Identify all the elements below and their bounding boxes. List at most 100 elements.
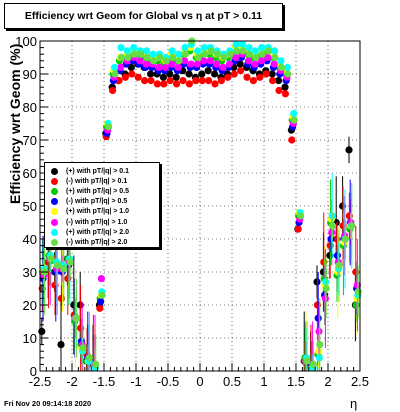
data-point bbox=[193, 60, 201, 68]
data-point bbox=[130, 50, 138, 58]
data-point bbox=[198, 70, 206, 78]
data-point bbox=[169, 53, 177, 62]
x-tick-label: 2.5 bbox=[351, 374, 369, 389]
data-point bbox=[200, 44, 208, 52]
data-point bbox=[162, 57, 170, 65]
data-point bbox=[181, 57, 189, 65]
data-point bbox=[137, 50, 145, 58]
data-point bbox=[341, 235, 349, 243]
data-point bbox=[220, 53, 228, 62]
legend-marker bbox=[51, 198, 58, 206]
data-point bbox=[98, 291, 106, 299]
data-point bbox=[175, 57, 183, 65]
legend-entry: (+) with pT/|q| > 2.0 bbox=[49, 227, 159, 237]
data-point bbox=[226, 50, 234, 58]
data-point bbox=[270, 60, 278, 68]
data-point bbox=[179, 77, 187, 85]
data-point bbox=[314, 314, 322, 322]
data-point bbox=[294, 225, 302, 233]
data-point bbox=[239, 47, 247, 55]
legend-marker bbox=[51, 208, 58, 216]
y-tick-label: 50 bbox=[23, 199, 37, 214]
data-point bbox=[96, 304, 104, 312]
data-point bbox=[142, 60, 150, 68]
data-point bbox=[97, 275, 105, 283]
data-point bbox=[192, 77, 200, 85]
data-point bbox=[316, 341, 324, 349]
tick-labels: -2.5 -2 -1.5 -1 -0.5 0 0.5 1 1.5 2 2.5 0 10 20 30 40 50 6… bbox=[15, 34, 369, 389]
data-point bbox=[224, 73, 232, 81]
data-point bbox=[168, 47, 176, 55]
legend-label: (+) with pT/|q| > 0.1 bbox=[66, 167, 130, 175]
data-point bbox=[251, 47, 259, 55]
data-point bbox=[143, 47, 151, 55]
data-point bbox=[211, 70, 219, 78]
data-point bbox=[252, 53, 260, 62]
data-point bbox=[175, 50, 183, 58]
data-point bbox=[111, 63, 119, 71]
legend-marker bbox=[51, 187, 58, 195]
y-tick-label: 40 bbox=[23, 232, 37, 247]
data-point bbox=[161, 63, 169, 71]
x-tick-label: -2.5 bbox=[29, 374, 51, 389]
data-point bbox=[245, 50, 253, 58]
data-point bbox=[277, 63, 285, 71]
data-point bbox=[187, 60, 195, 68]
data-point bbox=[303, 357, 311, 365]
data-point bbox=[258, 50, 266, 58]
x-tick-label: -1.5 bbox=[93, 374, 115, 389]
data-point bbox=[155, 63, 163, 71]
data-point bbox=[117, 44, 125, 52]
x-axis-label: η bbox=[350, 396, 358, 411]
y-tick-label: 10 bbox=[23, 331, 37, 346]
data-point bbox=[166, 70, 174, 78]
legend-marker bbox=[51, 177, 58, 185]
data-point bbox=[141, 77, 149, 85]
data-point bbox=[213, 60, 221, 68]
data-point bbox=[219, 63, 227, 71]
x-tick-label: 0 bbox=[196, 374, 203, 389]
legend-entry: (-) with pT/|q| > 2.0 bbox=[49, 237, 159, 247]
data-point bbox=[264, 53, 272, 62]
data-point bbox=[206, 57, 214, 65]
data-point bbox=[333, 235, 341, 243]
y-tick-label: 70 bbox=[23, 133, 37, 148]
data-point bbox=[172, 73, 180, 81]
x-tick-label: -0.5 bbox=[157, 374, 179, 389]
data-point bbox=[149, 50, 157, 58]
data-point bbox=[73, 314, 81, 322]
x-tick-label: 1.5 bbox=[287, 374, 305, 389]
data-point bbox=[283, 63, 291, 71]
data-point bbox=[128, 70, 136, 78]
data-point bbox=[309, 360, 317, 368]
legend-marker bbox=[51, 218, 58, 226]
data-point bbox=[290, 110, 298, 118]
data-point bbox=[245, 44, 253, 52]
data-point bbox=[168, 60, 176, 68]
datestamp: Fri Nov 20 09:14:18 2020 bbox=[4, 399, 92, 408]
data-point bbox=[124, 53, 132, 62]
data-point bbox=[236, 60, 244, 68]
y-tick-label: 60 bbox=[23, 166, 37, 181]
x-tick-label: 2 bbox=[324, 374, 331, 389]
data-point bbox=[121, 73, 129, 81]
data-point bbox=[269, 77, 277, 85]
data-point bbox=[243, 73, 251, 81]
legend-label: (+) with pT/|q| > 1.0 bbox=[66, 208, 130, 216]
data-point bbox=[198, 77, 206, 85]
data-point bbox=[265, 47, 273, 55]
data-point bbox=[194, 47, 202, 55]
data-point bbox=[85, 354, 93, 362]
data-point bbox=[281, 83, 289, 91]
data-point bbox=[194, 53, 202, 62]
data-point bbox=[130, 44, 138, 52]
data-point bbox=[117, 53, 125, 62]
data-point bbox=[185, 70, 193, 78]
data-point bbox=[143, 53, 151, 62]
data-point bbox=[92, 360, 100, 368]
data-point bbox=[173, 80, 181, 88]
y-tick-label: 90 bbox=[23, 67, 37, 82]
y-tick-label: 100 bbox=[15, 34, 37, 49]
data-point bbox=[200, 57, 208, 65]
legend-entry: (+) with pT/|q| > 1.0 bbox=[49, 207, 159, 217]
